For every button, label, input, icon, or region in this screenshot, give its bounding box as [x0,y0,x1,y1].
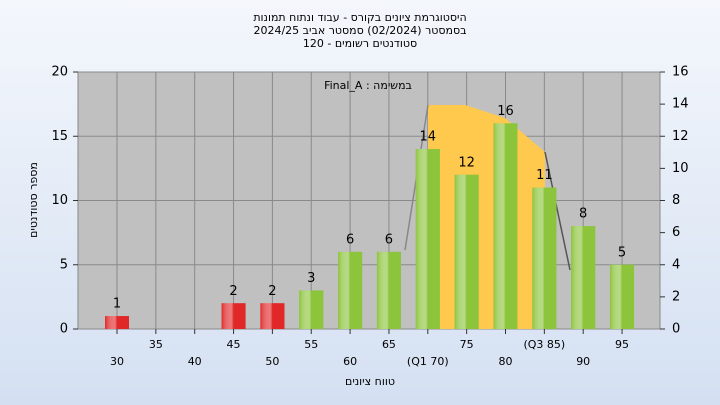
x-tick-label: 80 [499,355,513,368]
x-tick-label: 40 [188,355,202,368]
data-label: 11 [536,168,553,183]
x-tick-label: (Q3 85) [523,338,565,351]
y2-tick-label: 12 [672,129,689,144]
bar [610,264,635,329]
data-label: 2 [268,284,276,299]
y-tick-label: 10 [51,193,68,208]
y-tick-label: 20 [51,65,68,80]
annotation: במשימה : Final_A [324,79,412,92]
x-tick-label: 75 [460,338,474,351]
x-axis-label: טווח ציונים [345,375,395,388]
chart-title: היסטוגרמת ציונים בקורס - עבוד ונתוח תמונ… [253,11,466,24]
x-tick-label: 60 [343,355,357,368]
y2-tick-label: 14 [672,97,689,112]
x-tick-label: 55 [304,338,318,351]
x-tick-label: 90 [576,355,590,368]
y-tick-label: 15 [51,129,68,144]
quartile-area [428,105,545,329]
y-tick-label: 5 [60,257,68,272]
data-label: 8 [579,207,587,222]
y2-tick-label: 6 [672,225,680,240]
curve-right [544,151,571,271]
bar [454,174,479,329]
x-tick-label: (Q1 70) [407,355,449,368]
y-axis-label: מספר סטודנטים [27,162,40,238]
x-tick-label: 65 [382,338,396,351]
y2-tick-label: 4 [672,257,680,272]
bar [571,226,596,329]
data-label: 12 [458,155,475,170]
bar [105,316,129,329]
bar [260,303,285,329]
chart-subtitle: בסמסטר (02/2024) סמסטר אביב 2024/25 [253,24,466,37]
data-label: 3 [307,271,315,286]
data-label: 14 [420,130,437,145]
bar [415,149,440,329]
data-label: 2 [229,284,237,299]
bar [532,187,557,329]
x-tick-label: 45 [227,338,241,351]
data-label: 6 [346,232,354,247]
chart-subtitle: סטודנטים רשומים - 120 [303,37,417,50]
bar [299,290,324,329]
data-label: 5 [618,245,626,260]
bar [338,251,363,329]
x-tick-label: 50 [265,355,279,368]
y-tick-label: 0 [60,322,68,337]
bar [376,251,401,329]
data-label: 6 [385,232,393,247]
data-label: 1 [113,297,121,312]
x-tick-label: 35 [149,338,163,351]
bar [221,303,246,329]
y2-tick-label: 2 [672,289,680,304]
x-tick-label: 95 [615,338,629,351]
bar [493,123,518,330]
y2-tick-label: 10 [672,161,689,176]
x-tick-label: 30 [110,355,124,368]
data-label: 16 [497,104,514,119]
y2-tick-label: 8 [672,193,680,208]
y2-tick-label: 0 [672,322,680,337]
y2-tick-label: 16 [672,65,689,80]
